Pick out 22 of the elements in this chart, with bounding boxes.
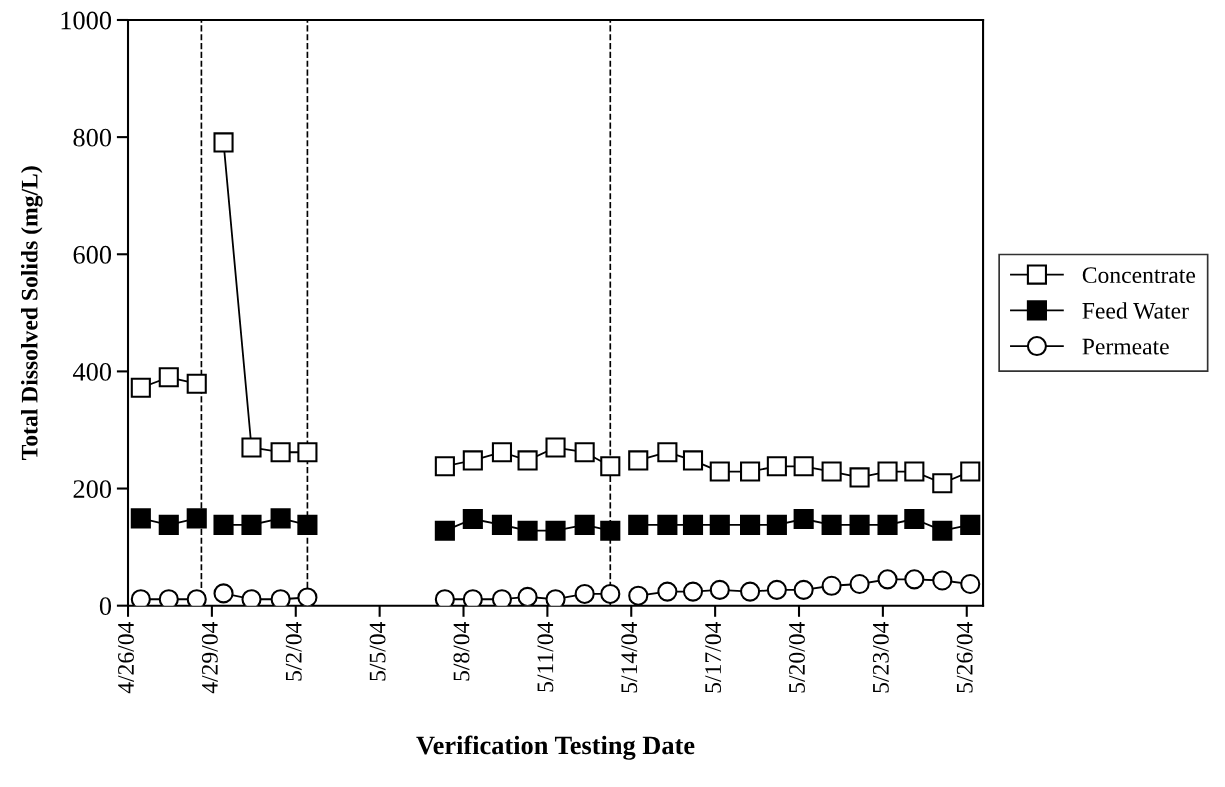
legend-label: Feed Water xyxy=(1082,302,1189,319)
x-tick-label: 5/2/04 xyxy=(285,622,302,681)
y-tick-label: 800 xyxy=(73,128,112,147)
y-tick-label: 200 xyxy=(73,480,112,498)
x-tick-label: 4/26/04 xyxy=(117,622,134,694)
y-axis-title: Total Dissolved Solids (mg/L) xyxy=(21,166,43,460)
legend-label: Permeate xyxy=(1082,338,1169,355)
x-tick-label: 5/26/04 xyxy=(956,622,973,693)
x-tick-label: 4/29/04 xyxy=(201,622,218,694)
x-tick-label: 5/20/04 xyxy=(788,622,805,693)
y-tick-label: 1000 xyxy=(61,11,112,30)
x-tick-label: 5/14/04 xyxy=(621,622,638,693)
x-tick-label: 5/17/04 xyxy=(705,622,722,693)
y-tick-label: 0 xyxy=(99,597,112,616)
x-axis-title: Verification Testing Date xyxy=(416,735,695,760)
x-tick-label: 5/5/04 xyxy=(369,622,386,681)
x-tick-label: 5/8/04 xyxy=(453,622,470,681)
x-tick-label: 5/11/04 xyxy=(537,622,554,692)
x-tick-label: 5/23/04 xyxy=(872,622,889,693)
y-tick-label: 400 xyxy=(72,363,112,381)
y-tick-label: 600 xyxy=(73,245,112,264)
legend-label: Concentrate xyxy=(1082,267,1196,284)
